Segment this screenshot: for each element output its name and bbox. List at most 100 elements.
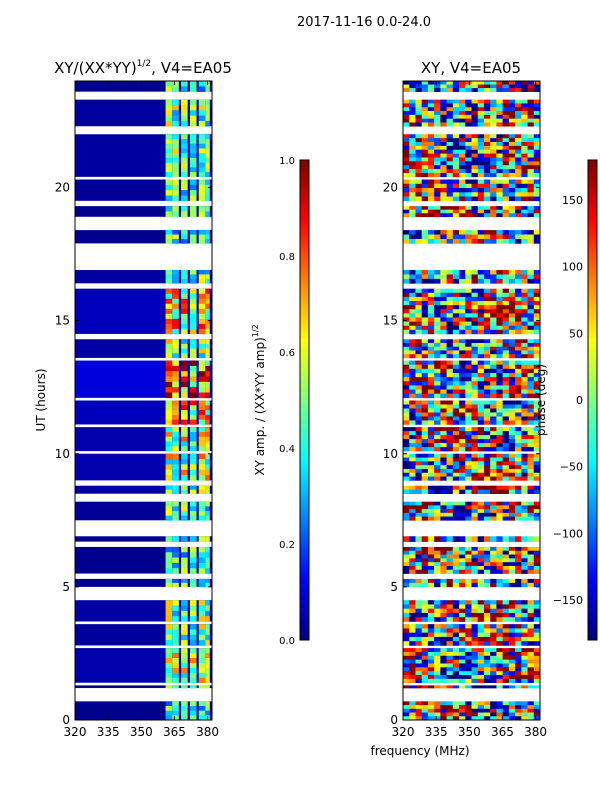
right-x-tick-label: 350 xyxy=(458,725,481,739)
right-heatmap-band xyxy=(403,624,540,646)
right-heatmap-band xyxy=(403,453,540,481)
right-heatmap-band xyxy=(403,685,540,689)
right-heatmap-band xyxy=(403,339,540,359)
left-x-tick-label: 365 xyxy=(163,725,186,739)
left-heatmap-band xyxy=(75,536,212,542)
left-heatmap-band xyxy=(75,485,212,494)
left-heatmap-band xyxy=(75,624,212,646)
right-colorbar-tick-label: 0 xyxy=(576,394,583,407)
right-x-tick-label: 380 xyxy=(524,725,547,739)
right-heatmap-band xyxy=(403,546,540,574)
right-colorbar-tick-label: −100 xyxy=(553,527,583,540)
right-colorbar-tick-label: 100 xyxy=(562,261,583,274)
right-heatmap-band xyxy=(403,648,540,684)
right-colorbar-tick-label: 50 xyxy=(569,327,583,340)
left-heatmap-band xyxy=(75,99,212,127)
left-y-axis-label: UT (hours) xyxy=(34,368,48,431)
right-heatmap-band xyxy=(403,485,540,494)
left-panel: XY/(XX*YY)1/2, V4=EA05 320 335 350 365 380 0… xyxy=(34,59,232,739)
right-colorbar-tick-label: −150 xyxy=(553,594,583,607)
right-heatmap-band xyxy=(403,400,540,425)
right-x-tick-label: 335 xyxy=(425,725,448,739)
right-panel-title: XY, V4=EA05 xyxy=(421,59,521,77)
left-heatmap-band xyxy=(75,179,212,202)
left-colorbar-gradient xyxy=(299,159,310,641)
left-y-tick-label: 20 xyxy=(55,181,70,195)
right-colorbar-ticks: −150 −100 −50 0 50 100 150 xyxy=(553,194,583,607)
right-heatmap-band xyxy=(403,536,540,542)
right-y-tick-label: 15 xyxy=(383,314,398,328)
left-heatmap-band xyxy=(75,578,212,588)
left-colorbar-tick-label: 0.2 xyxy=(279,540,295,551)
left-heatmap xyxy=(75,81,212,720)
left-heatmap-band xyxy=(75,134,212,178)
right-y-tick-label: 10 xyxy=(383,447,398,461)
left-x-tick-label: 320 xyxy=(64,725,87,739)
right-colorbar: −150 −100 −50 0 50 100 150 phase (deg) xyxy=(534,159,598,641)
right-heatmap-band xyxy=(403,600,540,622)
right-heatmap-band xyxy=(403,288,540,335)
left-colorbar-label: XY amp. / (XX*YY amp)1/2 xyxy=(251,324,267,475)
left-heatmap-band xyxy=(75,600,212,622)
left-heatmap-band xyxy=(75,427,212,452)
left-heatmap-band xyxy=(75,648,212,684)
right-panel: XY, V4=EA05 320 335 350 365 380 0 5 10 15 20 fre… xyxy=(370,59,547,758)
right-heatmap-band xyxy=(403,578,540,588)
right-x-axis: 320 335 350 365 380 xyxy=(392,81,547,739)
right-y-tick-label: 0 xyxy=(390,713,398,727)
right-y-tick-label: 5 xyxy=(390,580,398,594)
left-heatmap-band xyxy=(75,501,212,521)
left-colorbar: 0.0 0.2 0.4 0.6 0.8 1.0 XY amp. / (XX*YY amp)… xyxy=(251,156,310,647)
left-heatmap-band xyxy=(75,701,212,720)
left-colorbar-tick-label: 1.0 xyxy=(279,156,295,167)
right-colorbar-tick-label: 150 xyxy=(562,194,583,207)
left-colorbar-tick-label: 0.0 xyxy=(279,636,295,647)
left-heatmap-band xyxy=(75,206,212,218)
left-y-tick-label: 10 xyxy=(55,447,70,461)
left-heatmap-band xyxy=(75,685,212,689)
right-heatmap-band xyxy=(403,134,540,178)
left-heatmap-band xyxy=(75,270,212,284)
left-heatmap-band xyxy=(75,230,212,244)
left-x-tick-label: 335 xyxy=(97,725,120,739)
left-colorbar-tick-label: 0.4 xyxy=(279,444,295,455)
right-heatmap-band xyxy=(403,360,540,399)
right-colorbar-label: phase (deg) xyxy=(534,364,548,436)
left-x-axis: 320 335 350 365 380 xyxy=(64,81,219,739)
left-heatmap-band xyxy=(75,360,212,399)
left-heatmap-band xyxy=(75,546,212,574)
right-colorbar-gradient xyxy=(587,159,598,641)
right-y-axis: 0 5 10 15 20 xyxy=(383,181,540,727)
left-x-tick-label: 350 xyxy=(130,725,153,739)
left-heatmap-band xyxy=(75,400,212,425)
left-y-tick-label: 15 xyxy=(55,314,70,328)
right-colorbar-tick-label: −50 xyxy=(560,461,583,474)
left-colorbar-tick-label: 0.8 xyxy=(279,252,295,263)
left-heatmap-band xyxy=(75,339,212,359)
left-plot-frame xyxy=(74,80,213,721)
right-heatmap-band xyxy=(403,501,540,521)
right-heatmap-band xyxy=(403,99,540,127)
left-y-tick-label: 5 xyxy=(62,580,70,594)
right-x-tick-label: 320 xyxy=(392,725,415,739)
right-plot-frame xyxy=(402,80,541,721)
left-heatmap-band xyxy=(75,453,212,481)
left-panel-title: XY/(XX*YY)1/2, V4=EA05 xyxy=(54,59,232,77)
right-heatmap-band xyxy=(403,701,540,720)
right-heatmap-band xyxy=(403,270,540,284)
right-heatmap-band xyxy=(403,81,540,92)
right-heatmap-band xyxy=(403,230,540,244)
right-heatmap-band xyxy=(403,206,540,218)
left-x-tick-label: 380 xyxy=(196,725,219,739)
left-colorbar-tick-label: 0.6 xyxy=(279,348,295,359)
left-y-tick-label: 0 xyxy=(62,713,70,727)
x-axis-label: frequency (MHz) xyxy=(370,744,469,758)
figure-title: 2017-11-16 0.0-24.0 xyxy=(297,15,431,30)
left-heatmap-band xyxy=(75,288,212,335)
right-y-tick-label: 20 xyxy=(383,181,398,195)
left-heatmap-band xyxy=(75,81,212,92)
right-heatmap-band xyxy=(403,427,540,452)
left-y-axis: 0 5 10 15 20 xyxy=(55,181,212,727)
right-heatmap xyxy=(403,81,540,720)
